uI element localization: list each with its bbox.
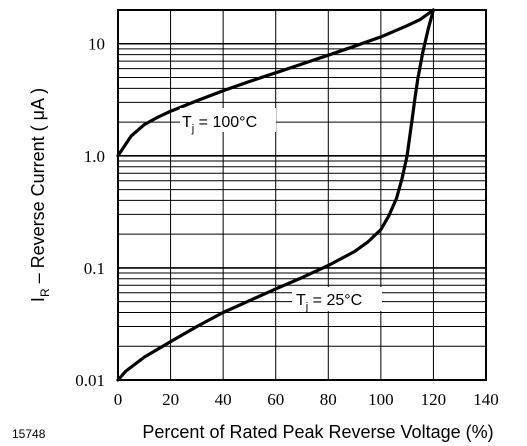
y-tick-label: 0.01 bbox=[75, 371, 105, 390]
x-tick-label: 60 bbox=[267, 390, 284, 409]
label-tj-100-text: Tj = 100°C bbox=[182, 114, 257, 135]
x-tick-label: 100 bbox=[368, 390, 394, 409]
x-tick-label: 140 bbox=[473, 390, 499, 409]
x-tick-label: 20 bbox=[162, 390, 179, 409]
figure-id: 15748 bbox=[12, 427, 46, 441]
label-tj-100-bg bbox=[180, 108, 276, 132]
y-tick-label: 1.0 bbox=[84, 147, 105, 166]
y-tick-labels: 0.01 0.1 1.0 10 bbox=[75, 35, 105, 390]
x-axis-title: Percent of Rated Peak Reverse Voltage (%… bbox=[142, 422, 493, 442]
x-tick-label: 80 bbox=[320, 390, 337, 409]
label-tj-25: Tj = 25°C bbox=[292, 287, 382, 313]
series-layer bbox=[116, 8, 435, 382]
label-tj-100: Tj = 100°C bbox=[180, 108, 276, 135]
series-line-tj-25 bbox=[116, 8, 435, 382]
series-line-tj-100 bbox=[116, 8, 435, 158]
label-tj-25-bg bbox=[292, 287, 382, 311]
x-tick-label: 0 bbox=[114, 390, 123, 409]
label-tj-25-text: Tj = 25°C bbox=[296, 292, 362, 313]
plot-frame bbox=[117, 9, 487, 381]
y-axis-title: IR – Reverse Current ( μA ) bbox=[28, 88, 52, 302]
x-tick-labels: 0 20 40 60 80 100 120 140 bbox=[114, 390, 499, 409]
y-tick-label: 0.1 bbox=[84, 259, 105, 278]
x-tick-label: 40 bbox=[215, 390, 232, 409]
x-tick-label: 120 bbox=[421, 390, 447, 409]
y-tick-label: 10 bbox=[88, 35, 105, 54]
